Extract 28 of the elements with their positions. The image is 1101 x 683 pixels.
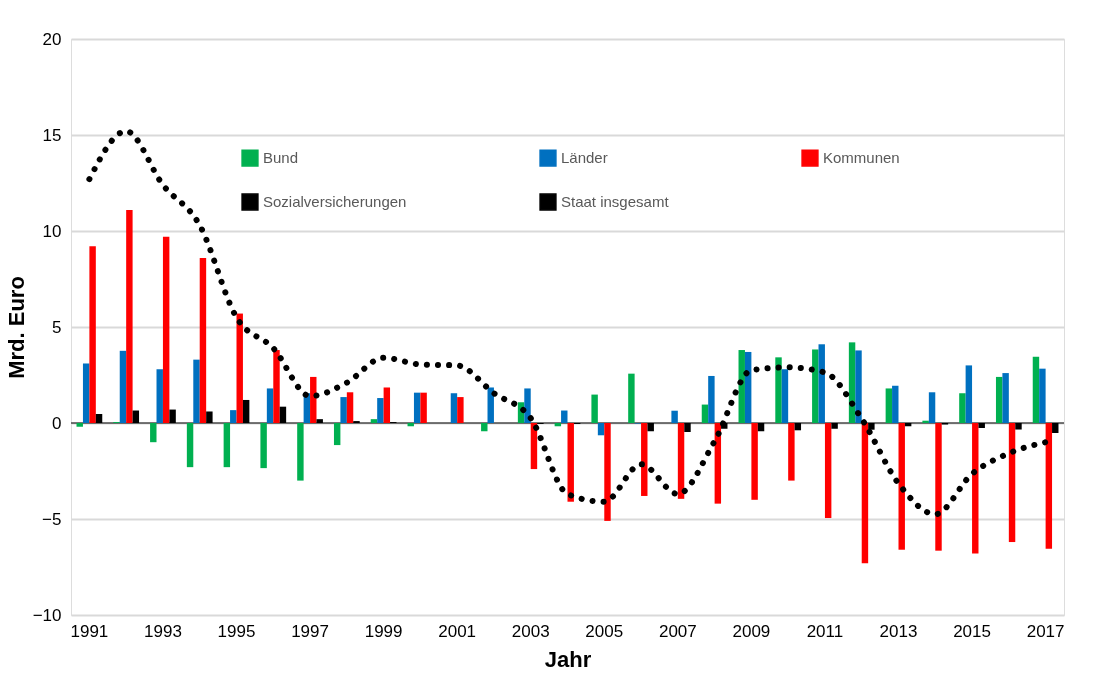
x-axis-title: Jahr [544,646,592,672]
y-tick-label: 20 [42,29,62,49]
y-tick-label: −5 [42,509,62,529]
legend-label: Staat insgesamt [561,193,670,210]
x-tick-label: 2001 [438,621,477,641]
x-tick-label: 1995 [217,621,256,641]
x-tick-label: 1999 [364,621,403,641]
legend-label: Sozialversicherungen [263,193,407,210]
x-tick-label: 1997 [291,621,329,641]
y-tick-label: −10 [32,605,62,625]
legend-label: Länder [561,149,608,167]
x-tick-label: 2007 [658,621,697,641]
x-tick-label: 2003 [511,621,550,641]
x-tick-label: 1993 [144,621,182,641]
legend-label: Kommunen [823,149,900,167]
x-tick-label: 2005 [585,621,624,641]
x-tick-label: 2011 [806,621,844,641]
x-tick-label: 2017 [1026,621,1065,641]
y-tick-label: 10 [42,221,62,241]
y-axis-title: Mrd. Euro [3,276,29,379]
x-tick-label: 2009 [732,621,771,641]
y-tick-label: 0 [52,413,62,433]
y-tick-label: 15 [42,125,62,145]
x-tick-label: 1991 [70,621,109,641]
y-tick-label: 5 [52,317,62,337]
x-tick-label: 2013 [879,621,918,641]
legend-label: Bund [263,149,299,167]
x-tick-label: 2015 [953,621,991,641]
